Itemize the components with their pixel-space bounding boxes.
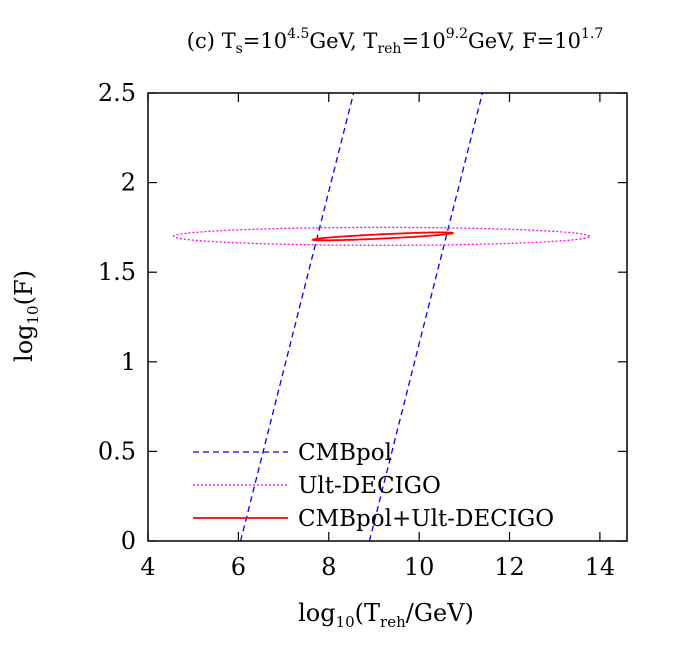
y-tick-label: 2 — [121, 169, 136, 197]
y-tick-label: 0.5 — [98, 437, 136, 465]
legend: CMBpol Ult-DECIGO CMBpol+Ult-DECIGO — [193, 440, 554, 532]
y-axis-label: log10(F) — [10, 270, 42, 362]
series-cmbpol-ult-decigo — [311, 231, 454, 242]
x-tick-label: 4 — [140, 553, 155, 581]
legend-label: CMBpol — [298, 440, 392, 466]
x-tick-label: 14 — [585, 553, 616, 581]
x-tick-label: 8 — [321, 553, 336, 581]
contour-line — [368, 92, 484, 542]
x-axis-label: log10(Treh/GeV) — [298, 599, 474, 631]
plot-frame — [147, 92, 628, 542]
chart-title: (c) Ts=104.5GeV, Treh=109.2GeV, F=101.7 — [187, 26, 603, 57]
contour-line — [239, 92, 355, 542]
y-tick-label: 1.5 — [98, 258, 136, 286]
legend-label: Ult-DECIGO — [298, 473, 441, 499]
series-cmbpol — [239, 92, 484, 542]
series-ult-decigo — [173, 226, 591, 246]
contour-ellipse — [173, 226, 591, 246]
y-tick-label: 2.5 — [98, 79, 136, 107]
x-tick-label: 6 — [231, 553, 246, 581]
tick-layer: 4 6 8 10 12 14 0 0.5 1 1.5 2 2.5 — [98, 79, 627, 581]
y-tick-label: 0 — [121, 527, 136, 555]
x-tick-label: 12 — [494, 553, 525, 581]
x-tick-label: 10 — [404, 553, 435, 581]
series-layer — [173, 92, 591, 542]
contour-ellipse — [311, 231, 454, 242]
legend-label: CMBpol+Ult-DECIGO — [298, 506, 554, 532]
y-tick-label: 1 — [121, 348, 136, 376]
